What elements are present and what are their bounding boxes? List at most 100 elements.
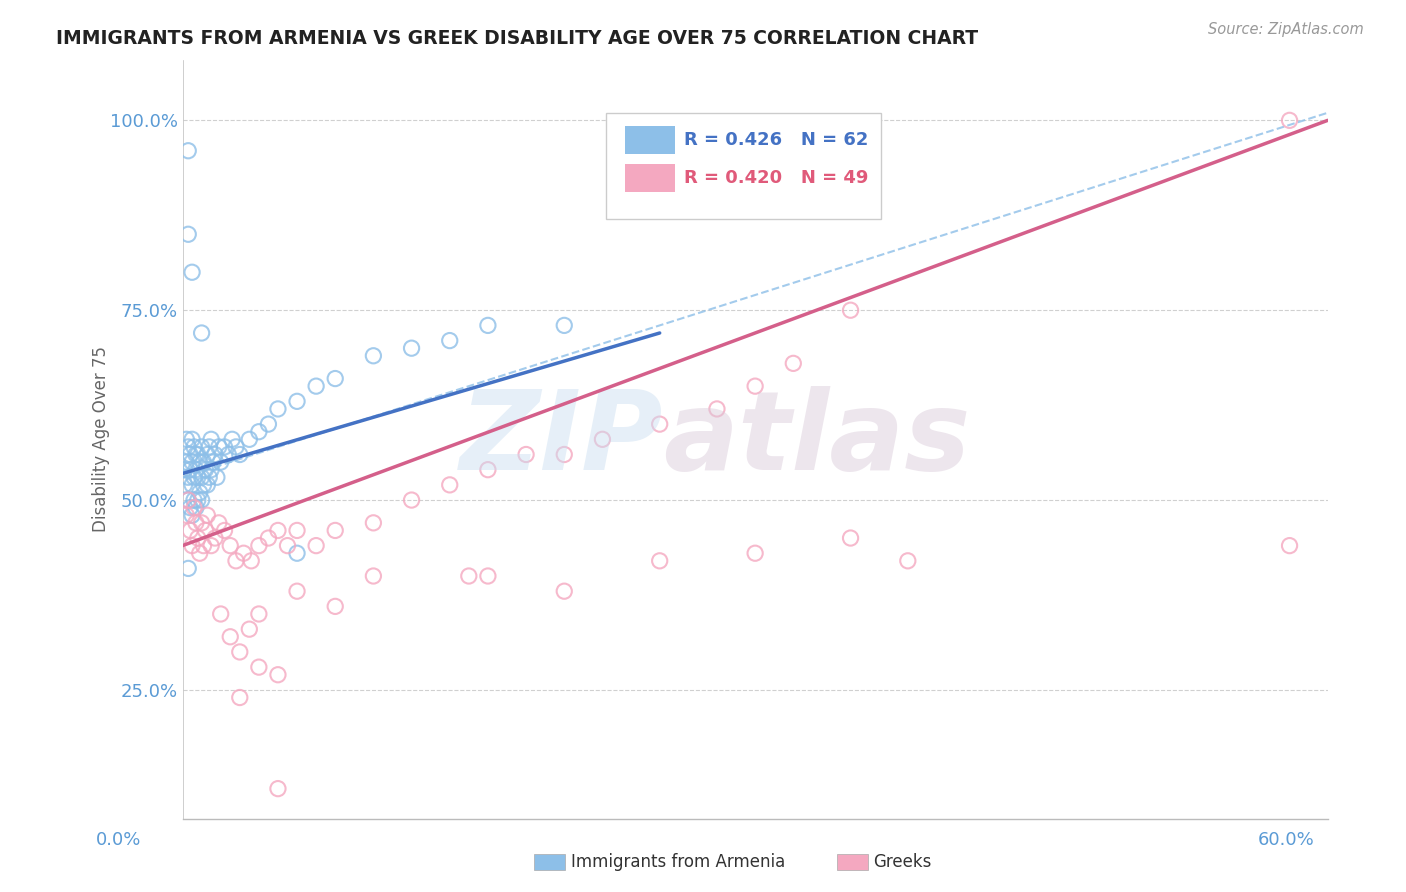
Point xyxy=(247,539,270,553)
Point xyxy=(204,448,226,462)
Point xyxy=(209,455,232,469)
Point xyxy=(839,303,862,318)
Point xyxy=(181,455,204,469)
Point xyxy=(177,470,200,484)
Point xyxy=(323,371,346,385)
Point xyxy=(183,493,205,508)
Point xyxy=(183,500,205,515)
Point xyxy=(179,448,201,462)
Point xyxy=(177,493,200,508)
Text: IMMIGRANTS FROM ARMENIA VS GREEK DISABILITY AGE OVER 75 CORRELATION CHART: IMMIGRANTS FROM ARMENIA VS GREEK DISABIL… xyxy=(56,29,979,47)
Point xyxy=(477,318,499,333)
Point xyxy=(323,599,346,614)
Point xyxy=(200,433,222,447)
Point xyxy=(363,349,385,363)
FancyBboxPatch shape xyxy=(624,127,675,153)
Point xyxy=(285,584,308,599)
Point xyxy=(225,440,247,454)
Point xyxy=(187,493,209,508)
Point xyxy=(184,448,207,462)
Point xyxy=(179,500,201,515)
Point xyxy=(176,455,198,469)
Point xyxy=(214,524,236,538)
Point xyxy=(477,463,499,477)
Point xyxy=(285,524,308,538)
Point xyxy=(439,334,461,348)
Point xyxy=(285,394,308,409)
Point xyxy=(202,455,225,469)
FancyBboxPatch shape xyxy=(624,164,675,192)
Point xyxy=(247,660,270,674)
Point xyxy=(194,463,217,477)
Point xyxy=(219,630,242,644)
Point xyxy=(232,546,254,560)
Point xyxy=(217,448,239,462)
Point xyxy=(247,425,270,439)
Point xyxy=(305,379,328,393)
Point xyxy=(179,524,201,538)
Point xyxy=(193,478,215,492)
Point xyxy=(363,516,385,530)
Point xyxy=(190,440,212,454)
Point xyxy=(457,569,479,583)
Point xyxy=(194,524,217,538)
Point xyxy=(181,539,204,553)
Point xyxy=(177,144,200,158)
Text: atlas: atlas xyxy=(664,386,972,492)
Point xyxy=(195,508,218,523)
Point xyxy=(195,478,218,492)
Point xyxy=(225,554,247,568)
Text: Source: ZipAtlas.com: Source: ZipAtlas.com xyxy=(1208,22,1364,37)
Point xyxy=(187,470,209,484)
Point xyxy=(323,524,346,538)
Point xyxy=(181,508,204,523)
Point xyxy=(229,690,252,705)
Point xyxy=(181,433,204,447)
Point xyxy=(267,781,290,796)
Point xyxy=(267,401,290,416)
Point xyxy=(183,440,205,454)
Text: Greeks: Greeks xyxy=(873,853,932,871)
Text: ZIP: ZIP xyxy=(460,386,664,492)
Point xyxy=(553,318,575,333)
Point xyxy=(648,554,671,568)
Point xyxy=(177,440,200,454)
Point xyxy=(706,401,728,416)
Point xyxy=(188,546,211,560)
Point xyxy=(1278,539,1301,553)
Point xyxy=(190,516,212,530)
Point xyxy=(1278,113,1301,128)
Point xyxy=(229,645,252,659)
Point xyxy=(208,516,231,530)
Point xyxy=(648,417,671,431)
Text: 0.0%: 0.0% xyxy=(96,831,141,849)
Point xyxy=(839,531,862,545)
Point xyxy=(553,584,575,599)
Point xyxy=(181,265,204,279)
Text: R = 0.420   N = 49: R = 0.420 N = 49 xyxy=(685,169,869,187)
Point xyxy=(744,379,766,393)
Point xyxy=(401,493,423,508)
Point xyxy=(184,500,207,515)
Point xyxy=(515,448,537,462)
Point xyxy=(208,440,231,454)
Point xyxy=(363,569,385,583)
Point xyxy=(190,326,212,340)
Point xyxy=(439,478,461,492)
Point xyxy=(257,531,280,545)
Point xyxy=(193,455,215,469)
Point xyxy=(204,531,226,545)
Point xyxy=(181,478,204,492)
Point xyxy=(187,448,209,462)
Point xyxy=(195,448,218,462)
Point xyxy=(179,463,201,477)
Point xyxy=(401,341,423,355)
Point xyxy=(305,539,328,553)
Point xyxy=(591,433,613,447)
Text: R = 0.426   N = 62: R = 0.426 N = 62 xyxy=(685,131,869,149)
Point xyxy=(187,531,209,545)
Point xyxy=(553,448,575,462)
Point xyxy=(173,463,195,477)
Point xyxy=(177,493,200,508)
Point xyxy=(176,433,198,447)
